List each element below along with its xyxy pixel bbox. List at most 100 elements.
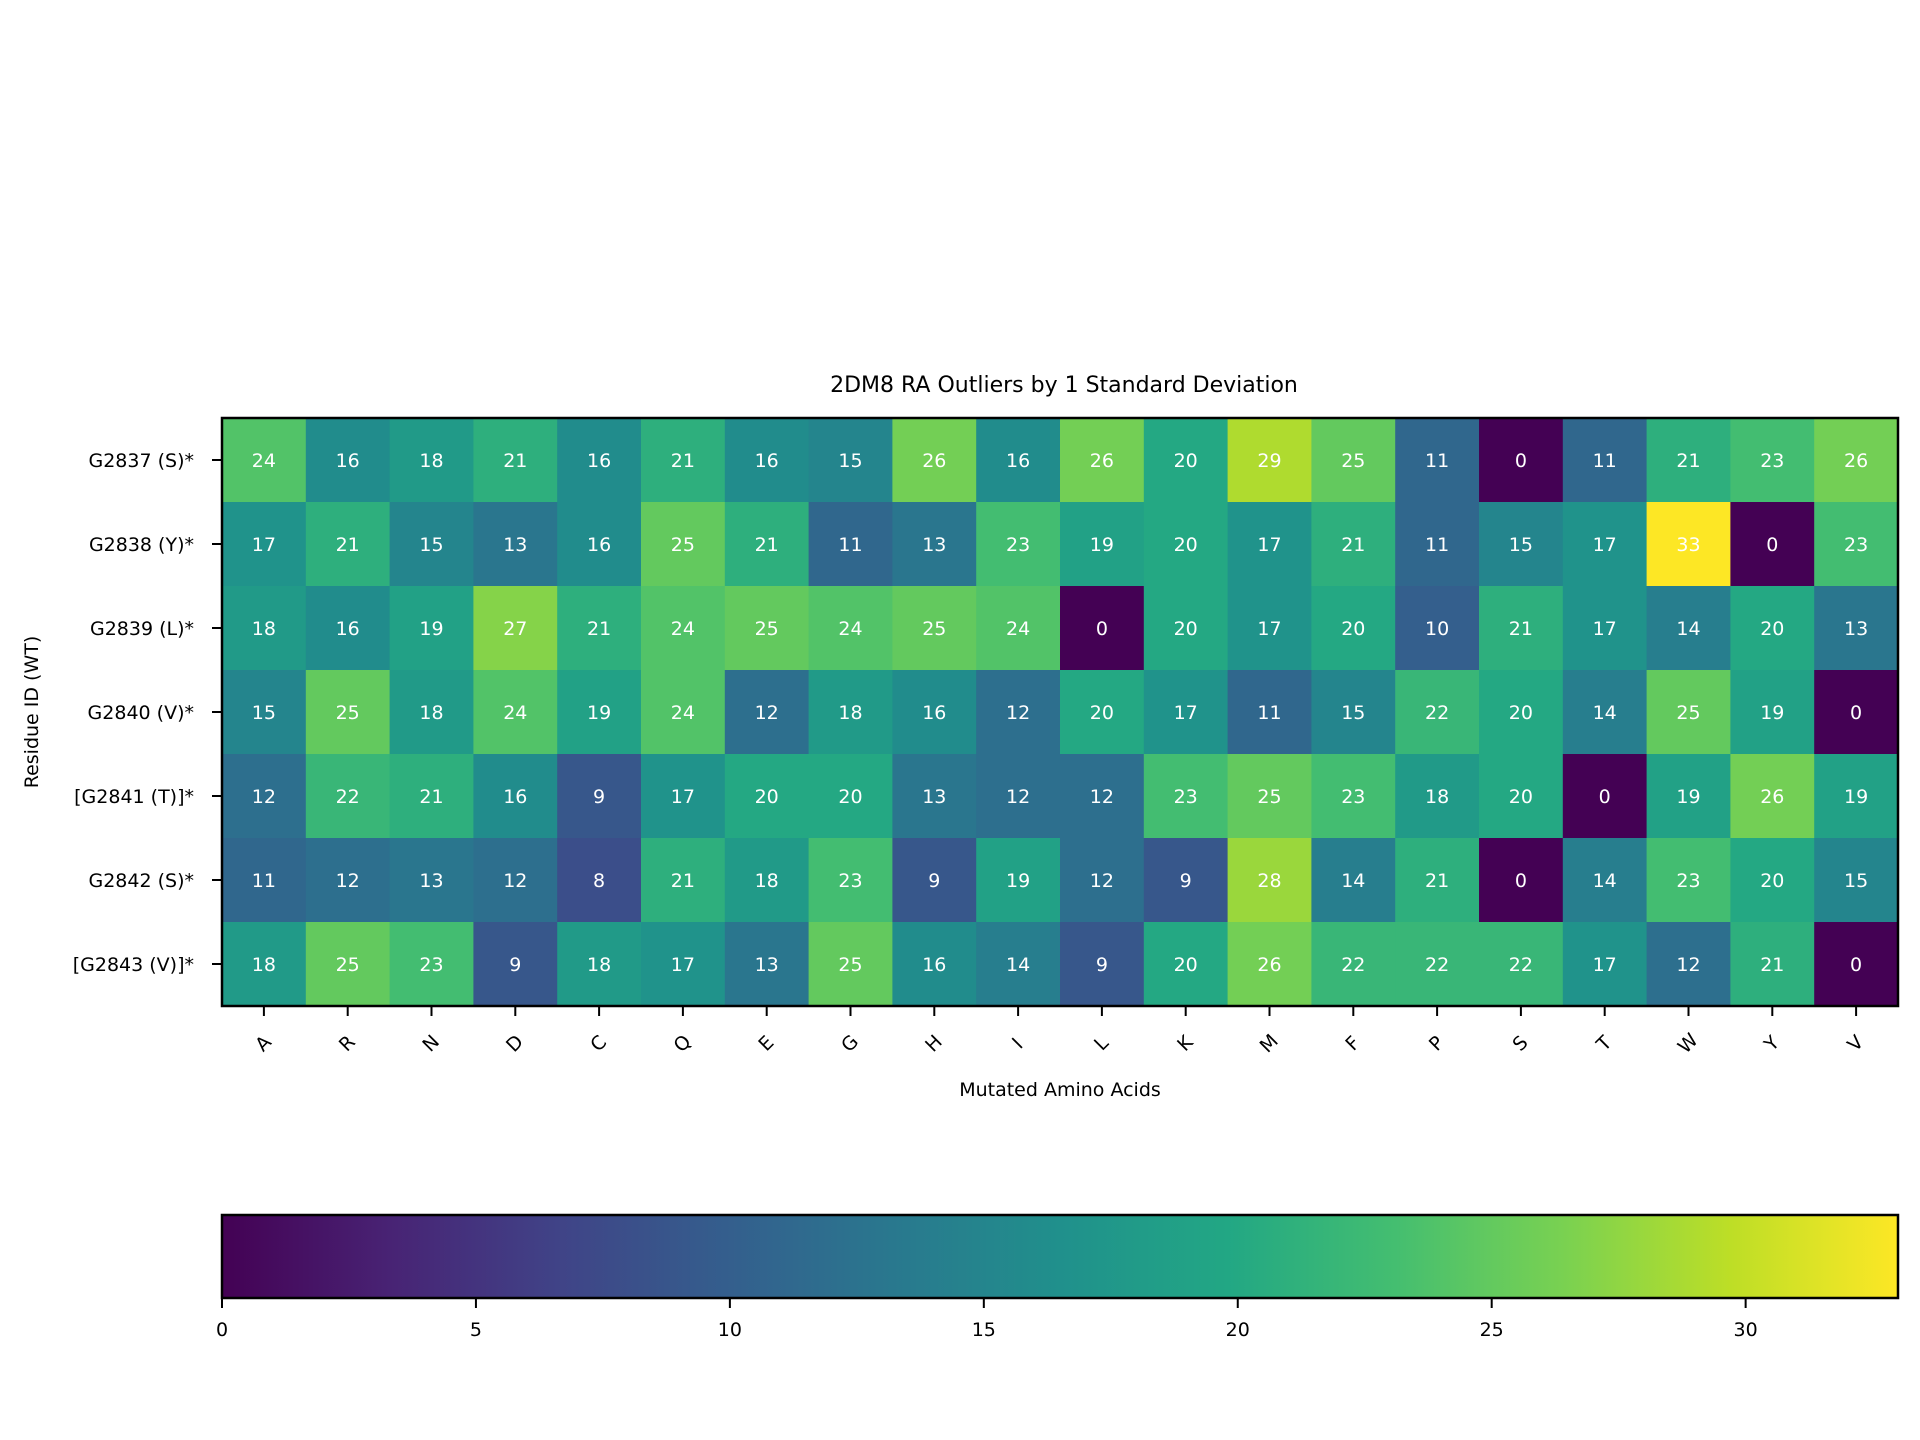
x-tick-label: C (586, 1031, 611, 1056)
cell-value-label: 24 (838, 618, 862, 640)
heatmap-cell (724, 754, 810, 839)
heatmap-cell (1227, 922, 1312, 1007)
cell-value-label: 21 (587, 618, 611, 640)
heatmap-cell (976, 502, 1061, 587)
cell-value-label: 23 (838, 870, 862, 892)
x-axis-label: Mutated Amino Acids (959, 1079, 1161, 1101)
cell-value-label: 16 (922, 954, 946, 976)
cell-value-label: 25 (922, 618, 946, 640)
heatmap-cell (976, 838, 1061, 923)
heatmap-cell (1143, 586, 1229, 671)
heatmap-cell (724, 418, 810, 503)
cell-value-label: 0 (1850, 954, 1862, 976)
cell-value-label: 25 (755, 618, 779, 640)
heatmap-cell (724, 838, 810, 923)
heatmap-cell (1479, 502, 1564, 587)
x-tick-label: I (1008, 1034, 1028, 1054)
heatmap-cell (1311, 754, 1396, 839)
colorbar-tick-label: 5 (470, 1319, 482, 1341)
heatmap-cell (1730, 838, 1815, 923)
cell-value-label: 18 (419, 702, 443, 724)
cell-value-label: 17 (671, 954, 695, 976)
y-tick-label: G2838 (Y)* (89, 534, 194, 556)
cell-value-label: 11 (1425, 534, 1449, 556)
cell-value-label: 26 (1760, 786, 1784, 808)
heatmap-cell (1562, 502, 1648, 587)
x-tick-label: T (1592, 1031, 1617, 1056)
heatmap-cell (222, 670, 307, 755)
heatmap-cell (1311, 838, 1396, 923)
cell-value-label: 20 (1341, 618, 1365, 640)
cell-value-label: 25 (671, 534, 695, 556)
heatmap-cell (1060, 418, 1145, 503)
heatmap-cell (1060, 586, 1145, 671)
cell-value-label: 11 (1593, 450, 1617, 472)
cell-value-label: 25 (1676, 702, 1700, 724)
cell-value-label: 20 (838, 786, 862, 808)
heatmap-cell (1814, 670, 1899, 755)
heatmap-cell (1562, 670, 1648, 755)
cell-value-label: 9 (593, 786, 605, 808)
cell-value-label: 16 (755, 450, 779, 472)
cell-value-label: 12 (1090, 870, 1114, 892)
colorbar-tick-label: 10 (718, 1319, 742, 1341)
heatmap-cell (892, 838, 977, 923)
cell-value-label: 12 (503, 870, 527, 892)
cell-value-label: 13 (503, 534, 527, 556)
cell-value-label: 17 (1257, 618, 1281, 640)
colorbar-tick-label: 15 (972, 1319, 996, 1341)
heatmap-cell (473, 754, 558, 839)
heatmap-cell (1395, 418, 1480, 503)
heatmap-cell (808, 670, 893, 755)
heatmap-cell (557, 838, 642, 923)
cell-value-label: 17 (252, 534, 276, 556)
cell-value-label: 21 (419, 786, 443, 808)
heatmap-cell (1143, 922, 1229, 1007)
cell-value-label: 0 (1766, 534, 1778, 556)
cell-value-label: 18 (587, 954, 611, 976)
cell-value-label: 11 (1425, 450, 1449, 472)
cell-value-label: 20 (755, 786, 779, 808)
colorbar-ticks: 0 5 10 15 20 25 30 (216, 1298, 1758, 1341)
heatmap-cell (1060, 670, 1145, 755)
cell-value-label: 11 (838, 534, 862, 556)
cell-value-label: 16 (587, 450, 611, 472)
heatmap-cell (1814, 922, 1899, 1007)
heatmap-cell (1730, 418, 1815, 503)
heatmap-cell (724, 670, 810, 755)
heatmap-cell (1479, 418, 1564, 503)
heatmap-cell (641, 586, 726, 671)
cell-value-label: 15 (1844, 870, 1868, 892)
cell-value-label: 21 (671, 870, 695, 892)
cell-value-label: 19 (1676, 786, 1700, 808)
cell-value-label: 19 (1760, 702, 1784, 724)
cell-value-label: 0 (1850, 702, 1862, 724)
heatmap-cell (1060, 838, 1145, 923)
colorbar-tick-label: 25 (1480, 1319, 1504, 1341)
cell-value-label: 25 (336, 954, 360, 976)
y-tick-label: [G2841 (T)]* (74, 786, 194, 808)
cell-value-label: 12 (336, 870, 360, 892)
x-tick-label: N (418, 1031, 444, 1057)
y-tick-label: G2842 (S)* (88, 870, 194, 892)
cell-value-label: 13 (755, 954, 779, 976)
heatmap-cell (1479, 670, 1564, 755)
heatmap-cell (1562, 922, 1648, 1007)
cell-value-label: 21 (1425, 870, 1449, 892)
cell-value-label: 0 (1515, 870, 1527, 892)
cell-value-label: 13 (922, 786, 946, 808)
heatmap-cell (473, 670, 558, 755)
heatmap-cell (1227, 586, 1312, 671)
cell-value-label: 20 (1174, 534, 1198, 556)
cell-value-label: 23 (1006, 534, 1030, 556)
heatmap-cell (724, 502, 810, 587)
cell-value-label: 13 (922, 534, 946, 556)
heatmap-cell (1395, 754, 1480, 839)
cell-value-label: 15 (252, 702, 276, 724)
heatmap-cell (892, 502, 977, 587)
heatmap-cell (222, 418, 307, 503)
heatmap-cell (305, 670, 391, 755)
colorbar-tick-label: 20 (1226, 1319, 1250, 1341)
x-tick-label: Y (1759, 1031, 1784, 1056)
cell-value-label: 22 (1425, 954, 1449, 976)
